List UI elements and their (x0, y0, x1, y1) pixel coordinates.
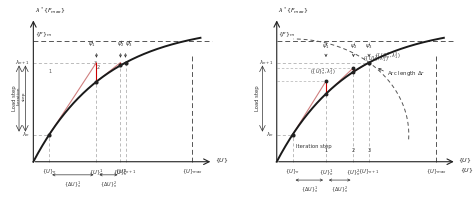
Text: $\{U\}_n$: $\{U\}_n$ (42, 167, 56, 176)
Text: $\{U\}$: $\{U\}$ (458, 156, 472, 165)
Text: Load step: Load step (255, 86, 260, 111)
Text: $\{\Delta U\}_n^1$: $\{\Delta U\}_n^1$ (301, 184, 318, 195)
Text: $\psi_1^i$: $\psi_1^i$ (88, 39, 96, 50)
Text: $\{\Delta U\}_n^2$: $\{\Delta U\}_n^2$ (100, 179, 117, 190)
Text: $\{U\}_{max}$: $\{U\}_{max}$ (426, 167, 446, 176)
Text: 1: 1 (324, 148, 328, 153)
Text: Iteration
step: Iteration step (17, 87, 26, 105)
Text: Arc length $\Delta r$: Arc length $\Delta r$ (387, 69, 426, 78)
Text: $\psi_2^i$: $\psi_2^i$ (349, 40, 357, 51)
Text: $\psi_2^i$: $\psi_2^i$ (117, 39, 124, 50)
Text: Load step: Load step (12, 86, 17, 111)
Text: $\{U\}$: $\{U\}$ (215, 156, 228, 165)
Text: $\{U\}_n^1$: $\{U\}_n^1$ (319, 167, 333, 178)
Text: $(\{U\}_n^3,\lambda_1^3)$: $(\{U\}_n^3,\lambda_1^3)$ (375, 50, 401, 61)
Text: $\{U\}_{n+1}$: $\{U\}_{n+1}$ (115, 167, 137, 176)
Text: 2: 2 (97, 65, 100, 70)
Text: $\psi_3^i$: $\psi_3^i$ (125, 39, 133, 50)
Text: $(\{U\}_n^1,\lambda_1^1)$: $(\{U\}_n^1,\lambda_1^1)$ (310, 67, 336, 77)
Text: $\{\Delta U\}_n^2$: $\{\Delta U\}_n^2$ (331, 184, 348, 195)
Text: $\{U\}$: $\{U\}$ (460, 167, 474, 175)
Text: $\{\Delta U\}_n^1$: $\{\Delta U\}_n^1$ (64, 179, 82, 190)
Text: $\lambda_n$: $\lambda_n$ (22, 130, 30, 139)
Text: $\lambda_{n+1}$: $\lambda_{n+1}$ (259, 58, 273, 67)
Text: 2: 2 (352, 148, 355, 153)
Text: 3: 3 (93, 61, 96, 67)
Text: $\{F\}_{m}$: $\{F\}_{m}$ (278, 30, 296, 39)
Text: $\lambda^*\{F_{max}\}$: $\lambda^*\{F_{max}\}$ (35, 6, 66, 16)
Text: 1: 1 (48, 69, 52, 74)
Text: $(\{U\}_n^2,\lambda_1^2)$: $(\{U\}_n^2,\lambda_1^2)$ (363, 53, 389, 64)
Text: $\lambda^*\{F_{max}\}$: $\lambda^*\{F_{max}\}$ (278, 6, 309, 16)
Text: $\lambda_{n+1}$: $\lambda_{n+1}$ (15, 58, 30, 67)
Text: $\lambda_n$: $\lambda_n$ (266, 130, 273, 139)
Text: $\{U\}_{max}$: $\{U\}_{max}$ (182, 167, 203, 176)
Text: $\{U\}_n^2$: $\{U\}_n^2$ (346, 167, 361, 178)
Text: 3: 3 (367, 148, 371, 153)
Text: $\{U\}_n^2$: $\{U\}_n^2$ (113, 167, 128, 178)
Text: $\{U\}_{n+1}$: $\{U\}_{n+1}$ (358, 167, 380, 176)
Text: Iteration step: Iteration step (296, 144, 331, 149)
Text: $\{U\}_n^1$: $\{U\}_n^1$ (89, 167, 104, 178)
Text: $\{U\}_n$: $\{U\}_n$ (285, 167, 300, 176)
Text: $\psi_3^i$: $\psi_3^i$ (365, 40, 373, 51)
Text: $\psi_1^i$: $\psi_1^i$ (322, 40, 330, 51)
Text: $\{F\}_{m}$: $\{F\}_{m}$ (35, 30, 53, 39)
